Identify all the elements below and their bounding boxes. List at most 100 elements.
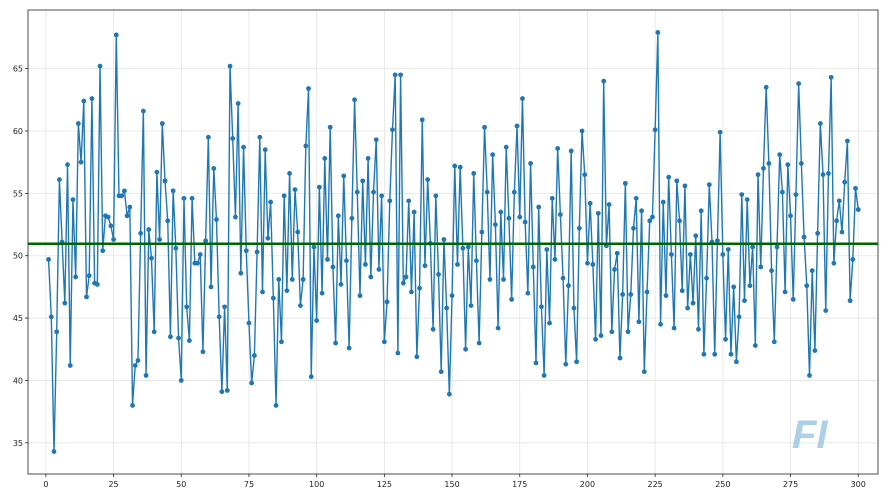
data-point xyxy=(349,215,355,221)
data-point xyxy=(520,96,525,101)
data-point xyxy=(243,248,249,254)
data-point xyxy=(170,188,176,194)
data-point xyxy=(468,303,474,309)
data-point xyxy=(124,213,130,219)
data-point xyxy=(812,348,818,353)
data-point xyxy=(804,283,810,289)
data-point xyxy=(834,218,839,224)
data-point xyxy=(230,136,236,141)
data-point xyxy=(390,127,395,133)
data-point xyxy=(633,195,639,201)
data-point xyxy=(409,289,414,295)
data-point xyxy=(130,402,135,408)
data-point xyxy=(544,247,550,252)
data-point xyxy=(406,198,412,204)
data-point xyxy=(216,314,222,320)
data-point xyxy=(628,291,634,297)
data-point xyxy=(731,284,737,290)
x-tick-label: 75 xyxy=(244,480,254,489)
data-point xyxy=(341,173,347,179)
data-point xyxy=(365,156,371,161)
data-point xyxy=(785,162,791,168)
data-point xyxy=(308,374,314,380)
data-point xyxy=(823,308,829,314)
data-point xyxy=(178,378,184,383)
data-point xyxy=(97,63,103,69)
data-point xyxy=(84,294,89,300)
data-point xyxy=(319,290,325,296)
data-point xyxy=(696,326,701,332)
plot-frame xyxy=(27,9,879,475)
data-point xyxy=(65,162,70,168)
data-point xyxy=(663,293,669,299)
x-tick-label: 200 xyxy=(580,480,595,489)
x-tick-label: 125 xyxy=(377,480,392,489)
data-point xyxy=(186,338,192,343)
data-point xyxy=(761,166,766,171)
data-point xyxy=(430,326,436,332)
data-point xyxy=(138,230,144,236)
data-point xyxy=(736,314,742,320)
data-point xyxy=(327,124,333,130)
data-point xyxy=(828,74,834,80)
data-point xyxy=(598,333,604,338)
data-point xyxy=(260,289,265,295)
data-point xyxy=(720,252,726,257)
data-point xyxy=(777,152,783,158)
data-point xyxy=(641,369,647,375)
data-point xyxy=(758,264,764,270)
data-point xyxy=(809,268,815,274)
data-point xyxy=(140,108,146,114)
data-point xyxy=(132,363,138,368)
data-point xyxy=(257,134,263,140)
data-point xyxy=(70,197,76,202)
data-point xyxy=(590,262,596,267)
data-point xyxy=(622,180,628,186)
data-point xyxy=(712,351,718,357)
data-point xyxy=(511,189,517,195)
data-point xyxy=(766,161,772,166)
data-point xyxy=(270,295,276,301)
data-point xyxy=(555,146,561,151)
data-point xyxy=(298,303,303,309)
data-point xyxy=(525,290,531,296)
data-point xyxy=(831,260,837,266)
data-point xyxy=(249,380,255,386)
data-point xyxy=(639,208,645,214)
data-point xyxy=(587,200,593,206)
data-point xyxy=(693,233,699,239)
data-point xyxy=(295,229,301,235)
data-point xyxy=(211,166,217,171)
data-point xyxy=(94,282,100,287)
data-point xyxy=(609,329,615,335)
data-point xyxy=(227,63,233,69)
data-point xyxy=(330,264,336,270)
data-point xyxy=(265,235,271,241)
data-point xyxy=(541,373,547,378)
data-point xyxy=(782,289,788,295)
data-point xyxy=(81,98,87,104)
data-point xyxy=(807,373,812,378)
data-point xyxy=(585,260,590,266)
data-point xyxy=(219,389,225,395)
data-point xyxy=(46,257,51,262)
data-point xyxy=(287,170,292,176)
data-point xyxy=(644,289,650,295)
data-point xyxy=(176,335,181,341)
data-point xyxy=(146,227,152,232)
data-point xyxy=(73,274,79,280)
data-point xyxy=(449,293,455,299)
data-point xyxy=(279,339,284,345)
data-point xyxy=(845,138,850,144)
data-point xyxy=(733,359,739,365)
data-point xyxy=(159,121,165,126)
data-point xyxy=(671,325,677,331)
data-point xyxy=(436,272,441,277)
data-point xyxy=(579,128,585,134)
data-point xyxy=(403,274,409,280)
data-point xyxy=(655,30,661,35)
data-point xyxy=(135,358,141,363)
x-tick-label: 275 xyxy=(783,480,798,489)
data-point xyxy=(86,273,92,279)
